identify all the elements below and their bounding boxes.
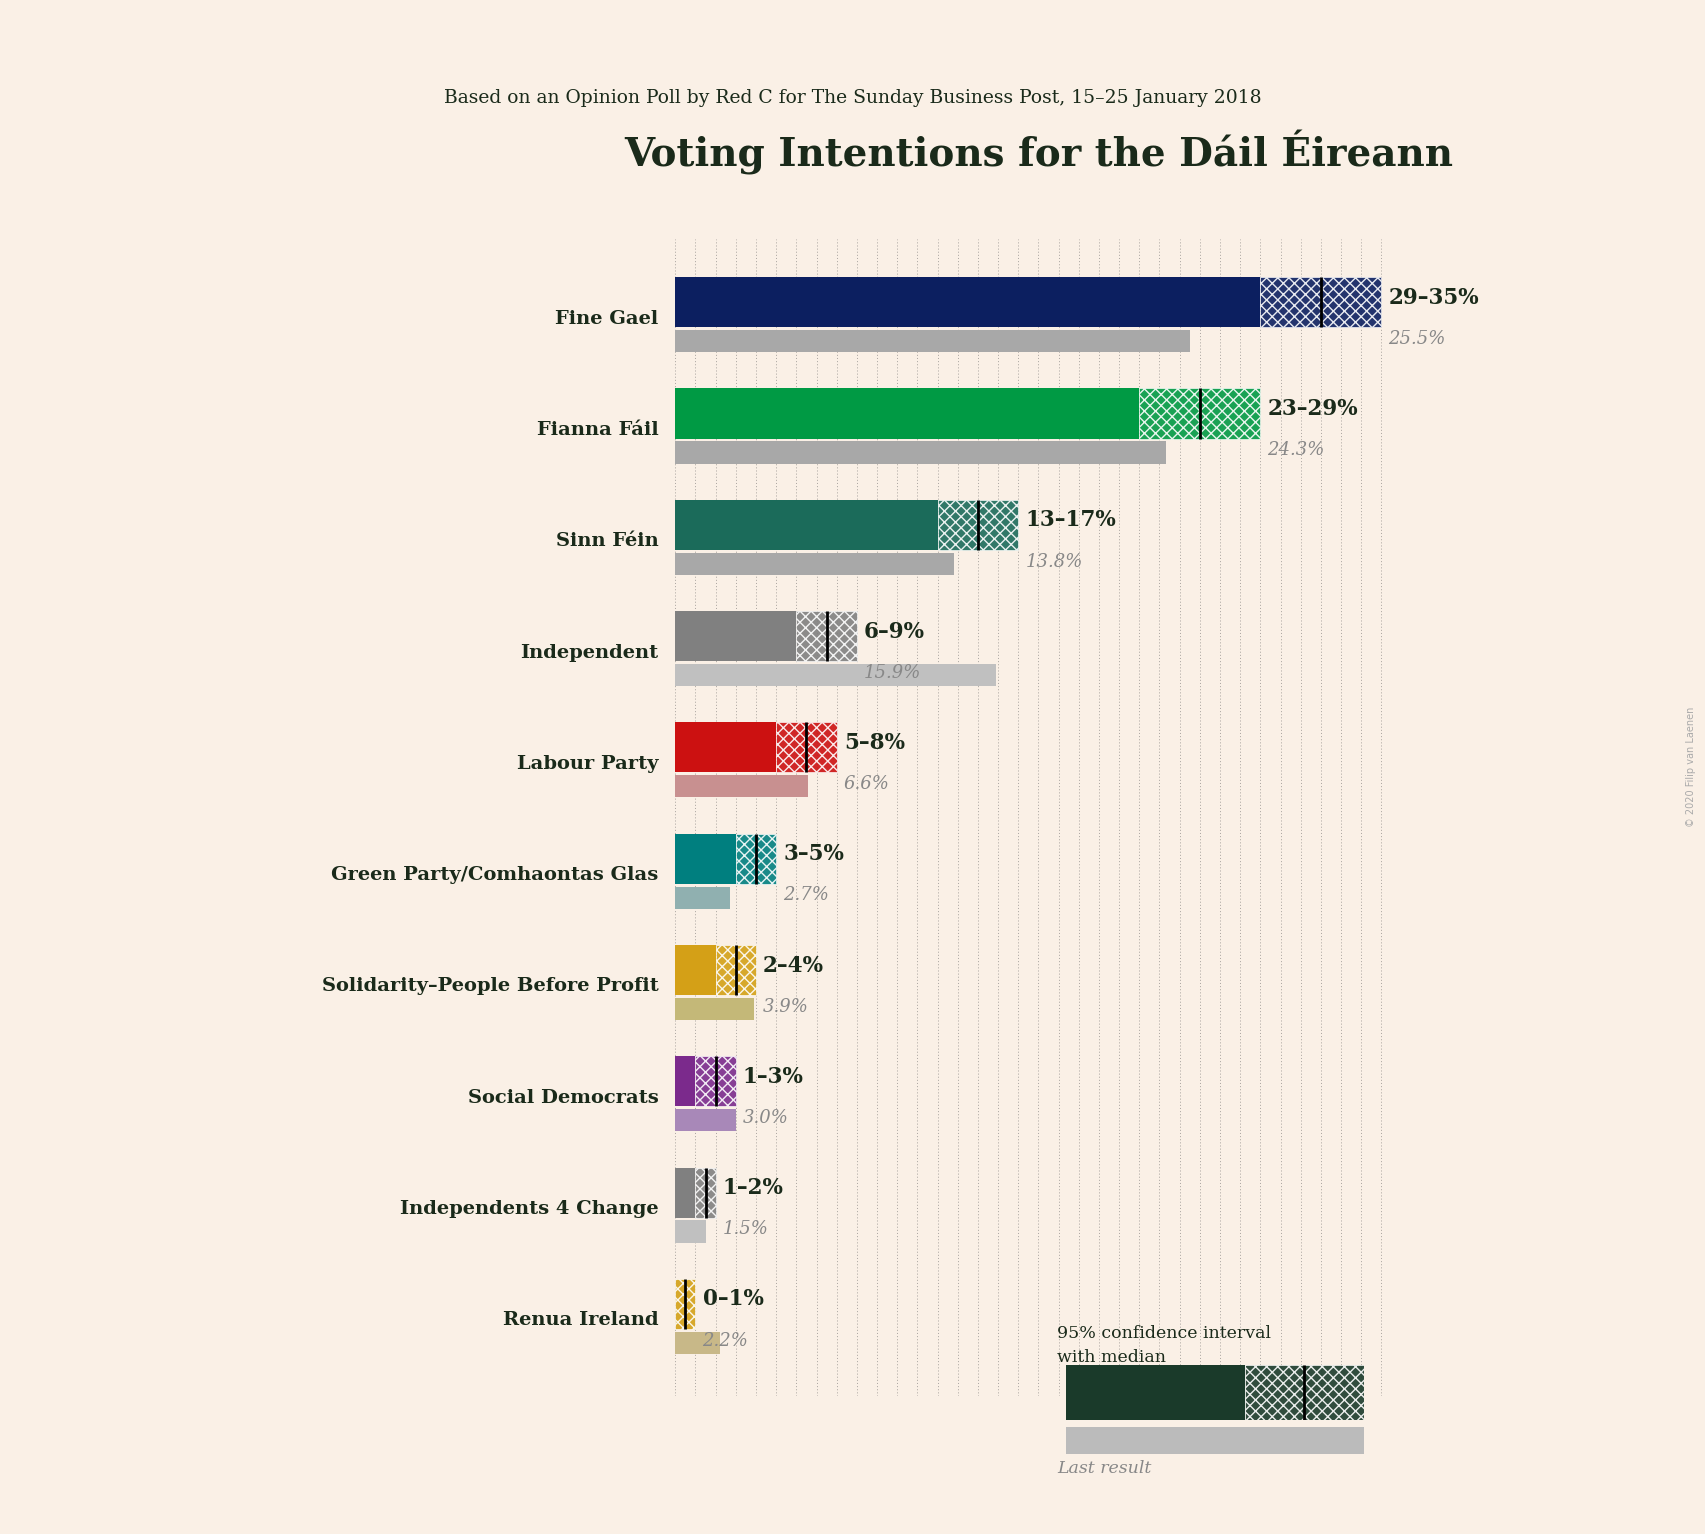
Text: 1.5%: 1.5% [723, 1221, 769, 1238]
Text: 23–29%: 23–29% [1267, 397, 1359, 420]
Bar [675, 887, 730, 908]
Bar [675, 945, 716, 996]
Text: 2.2%: 2.2% [702, 1332, 748, 1350]
Text: 24.3%: 24.3% [1267, 442, 1325, 459]
Bar [675, 330, 1190, 353]
Bar [1139, 388, 1260, 439]
Bar [1245, 1365, 1364, 1420]
Bar [675, 723, 776, 773]
Bar [796, 611, 858, 661]
Text: Last result: Last result [1057, 1460, 1151, 1477]
Bar [675, 1057, 696, 1106]
Bar [675, 500, 938, 549]
Bar [938, 500, 1018, 549]
Text: 13–17%: 13–17% [1025, 509, 1117, 531]
Bar [737, 833, 776, 884]
Bar [675, 1332, 720, 1355]
Bar [696, 1167, 716, 1218]
Text: 3.9%: 3.9% [764, 997, 808, 1016]
Bar [675, 1167, 696, 1218]
Text: with median: with median [1057, 1350, 1166, 1367]
Bar [675, 664, 996, 686]
Bar [716, 945, 755, 996]
Text: © 2020 Filip van Laenen: © 2020 Filip van Laenen [1686, 707, 1696, 827]
Text: 95% confidence interval: 95% confidence interval [1057, 1325, 1272, 1342]
Bar [675, 833, 737, 884]
Text: 13.8%: 13.8% [1025, 552, 1083, 571]
Text: 6.6%: 6.6% [844, 775, 890, 793]
Bar [1260, 278, 1381, 327]
Bar [675, 1279, 696, 1328]
Text: 2–4%: 2–4% [764, 954, 824, 977]
Bar [675, 997, 754, 1020]
Bar [675, 611, 796, 661]
Text: 3.0%: 3.0% [743, 1109, 789, 1127]
Text: 6–9%: 6–9% [864, 621, 924, 643]
Bar [675, 775, 808, 798]
Bar [675, 552, 953, 575]
Bar [776, 723, 837, 773]
Text: 2.7%: 2.7% [783, 887, 829, 905]
Bar [675, 1109, 737, 1132]
Bar [1066, 1365, 1245, 1420]
Text: 1–3%: 1–3% [743, 1066, 803, 1088]
Bar [675, 388, 1139, 439]
Title: Voting Intentions for the Dáil Éireann: Voting Intentions for the Dáil Éireann [624, 130, 1453, 175]
Text: 0–1%: 0–1% [702, 1289, 764, 1310]
Text: Based on an Opinion Poll by Red C for The Sunday Business Post, 15–25 January 20: Based on an Opinion Poll by Red C for Th… [443, 89, 1262, 107]
Bar [675, 1221, 706, 1243]
Text: 1–2%: 1–2% [723, 1177, 784, 1200]
Text: 29–35%: 29–35% [1388, 287, 1480, 308]
Text: 3–5%: 3–5% [783, 844, 844, 865]
Bar [696, 1057, 737, 1106]
Text: 5–8%: 5–8% [844, 732, 905, 753]
Bar [675, 442, 1166, 463]
Text: 25.5%: 25.5% [1388, 330, 1446, 348]
Text: 15.9%: 15.9% [864, 664, 921, 681]
Bar [675, 278, 1260, 327]
